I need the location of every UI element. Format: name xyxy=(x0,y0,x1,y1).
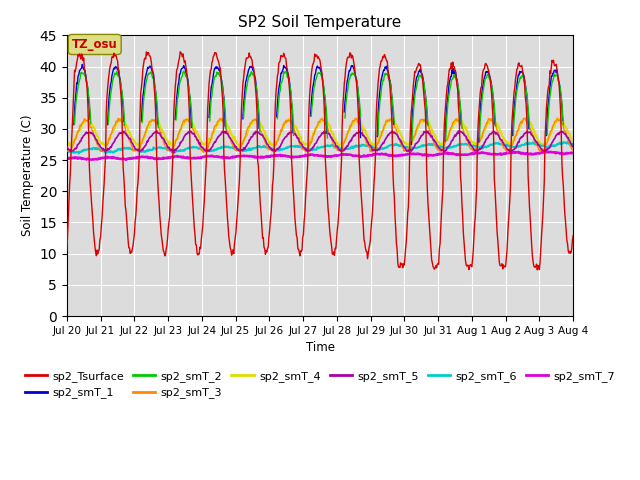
sp2_smT_7 xyxy=(125,156,132,161)
sp2_smT_3 xyxy=(63,148,70,154)
sp2_smT_5 xyxy=(153,128,161,134)
sp2_smT_3 xyxy=(522,115,529,121)
sp2_smT_6 xyxy=(72,150,80,156)
sp2_smT_4 xyxy=(72,133,80,139)
sp2_smT_6 xyxy=(177,147,184,153)
sp2_smT_3 xyxy=(438,150,445,156)
sp2_Tsurface xyxy=(124,237,132,243)
Line: sp2_smT_2: sp2_smT_2 xyxy=(74,71,563,141)
sp2_smT_1 xyxy=(381,64,389,70)
sp2_smT_4 xyxy=(63,140,70,145)
sp2_smT_7 xyxy=(203,153,211,159)
Line: sp2_smT_4: sp2_smT_4 xyxy=(67,118,573,147)
sp2_smT_5 xyxy=(170,150,178,156)
sp2_smT_3 xyxy=(175,128,183,134)
sp2_Tsurface xyxy=(175,55,183,61)
sp2_smT_2 xyxy=(72,99,80,105)
sp2_smT_7 xyxy=(72,155,80,160)
sp2_smT_3 xyxy=(72,136,80,142)
sp2_smT_1 xyxy=(175,72,183,77)
sp2_smT_7 xyxy=(177,154,184,160)
Line: sp2_smT_7: sp2_smT_7 xyxy=(67,152,573,160)
sp2_Tsurface xyxy=(203,132,211,138)
sp2_smT_3 xyxy=(202,145,210,151)
sp2_smT_6 xyxy=(570,142,577,148)
X-axis label: Time: Time xyxy=(305,341,335,354)
sp2_smT_5 xyxy=(204,148,211,154)
sp2_smT_7 xyxy=(382,151,390,157)
Line: sp2_smT_6: sp2_smT_6 xyxy=(67,142,573,154)
sp2_Tsurface xyxy=(382,56,390,61)
sp2_smT_2 xyxy=(381,72,389,78)
sp2_Tsurface xyxy=(63,248,70,253)
sp2_smT_7 xyxy=(570,150,577,156)
sp2_Tsurface xyxy=(177,49,184,55)
Title: SP2 Soil Temperature: SP2 Soil Temperature xyxy=(238,15,402,30)
Line: sp2_smT_5: sp2_smT_5 xyxy=(67,131,573,153)
sp2_smT_5 xyxy=(570,144,577,150)
sp2_smT_6 xyxy=(397,143,404,148)
sp2_Tsurface xyxy=(72,65,80,71)
sp2_smT_5 xyxy=(397,138,405,144)
sp2_smT_4 xyxy=(554,115,561,121)
sp2_smT_5 xyxy=(63,144,70,149)
sp2_Tsurface xyxy=(397,260,404,266)
sp2_smT_5 xyxy=(72,146,80,152)
sp2_smT_7 xyxy=(63,156,70,162)
Line: sp2_Tsurface: sp2_Tsurface xyxy=(67,52,573,270)
sp2_Tsurface xyxy=(570,233,577,239)
Legend: sp2_Tsurface, sp2_smT_1, sp2_smT_2, sp2_smT_3, sp2_smT_4, sp2_smT_5, sp2_smT_6, : sp2_Tsurface, sp2_smT_1, sp2_smT_2, sp2_… xyxy=(20,367,620,403)
sp2_smT_6 xyxy=(75,151,83,156)
sp2_smT_6 xyxy=(564,139,572,145)
sp2_smT_4 xyxy=(396,130,404,136)
Line: sp2_smT_3: sp2_smT_3 xyxy=(67,118,573,153)
sp2_smT_3 xyxy=(381,122,389,128)
sp2_smT_4 xyxy=(570,138,577,144)
sp2_smT_6 xyxy=(125,146,132,152)
sp2_smT_6 xyxy=(382,145,390,151)
sp2_smT_6 xyxy=(203,147,211,153)
sp2_smT_7 xyxy=(397,152,404,158)
Y-axis label: Soil Temperature (C): Soil Temperature (C) xyxy=(21,115,34,237)
sp2_smT_5 xyxy=(383,134,390,140)
sp2_smT_5 xyxy=(177,140,185,145)
sp2_smT_5 xyxy=(124,134,132,140)
sp2_smT_3 xyxy=(124,133,132,139)
Text: TZ_osu: TZ_osu xyxy=(72,38,118,51)
sp2_smT_4 xyxy=(381,123,389,129)
sp2_smT_7 xyxy=(88,157,95,163)
sp2_smT_7 xyxy=(547,149,554,155)
sp2_Tsurface xyxy=(533,267,541,273)
sp2_smT_6 xyxy=(63,147,70,153)
sp2_smT_3 xyxy=(396,138,404,144)
sp2_smT_1 xyxy=(72,91,80,96)
sp2_smT_2 xyxy=(175,82,183,87)
Line: sp2_smT_1: sp2_smT_1 xyxy=(74,64,563,144)
sp2_smT_4 xyxy=(473,144,481,150)
sp2_smT_4 xyxy=(202,141,210,146)
sp2_smT_4 xyxy=(124,127,132,132)
sp2_smT_3 xyxy=(570,147,577,153)
sp2_smT_4 xyxy=(175,130,183,136)
